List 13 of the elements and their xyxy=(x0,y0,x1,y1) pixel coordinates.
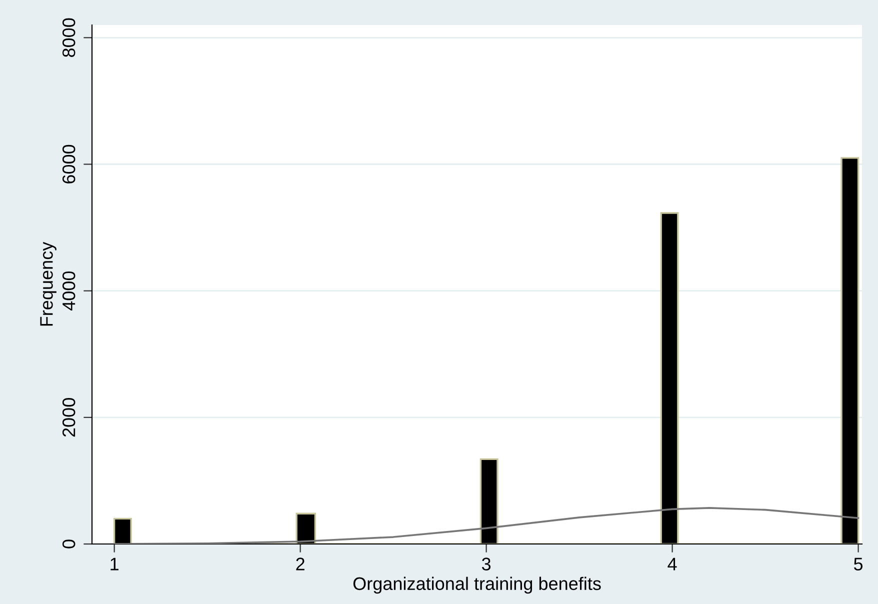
y-tick-label: 2000 xyxy=(62,398,76,437)
y-tick-label: 6000 xyxy=(62,144,76,184)
y-tick-label: 8000 xyxy=(62,18,76,57)
x-tick-label: 4 xyxy=(668,558,677,570)
y-tick-label: 0 xyxy=(62,540,76,548)
x-tick-label: 2 xyxy=(296,558,304,570)
x-tick-label: 3 xyxy=(482,558,491,570)
y-tick-label: 4000 xyxy=(62,271,76,310)
x-tick-label: 5 xyxy=(854,558,863,570)
x-axis-title: Organizational training benefits xyxy=(353,576,601,594)
x-tick-label: 1 xyxy=(110,558,118,570)
line-series xyxy=(113,507,860,544)
y-axis-title: Frequency xyxy=(40,242,56,326)
